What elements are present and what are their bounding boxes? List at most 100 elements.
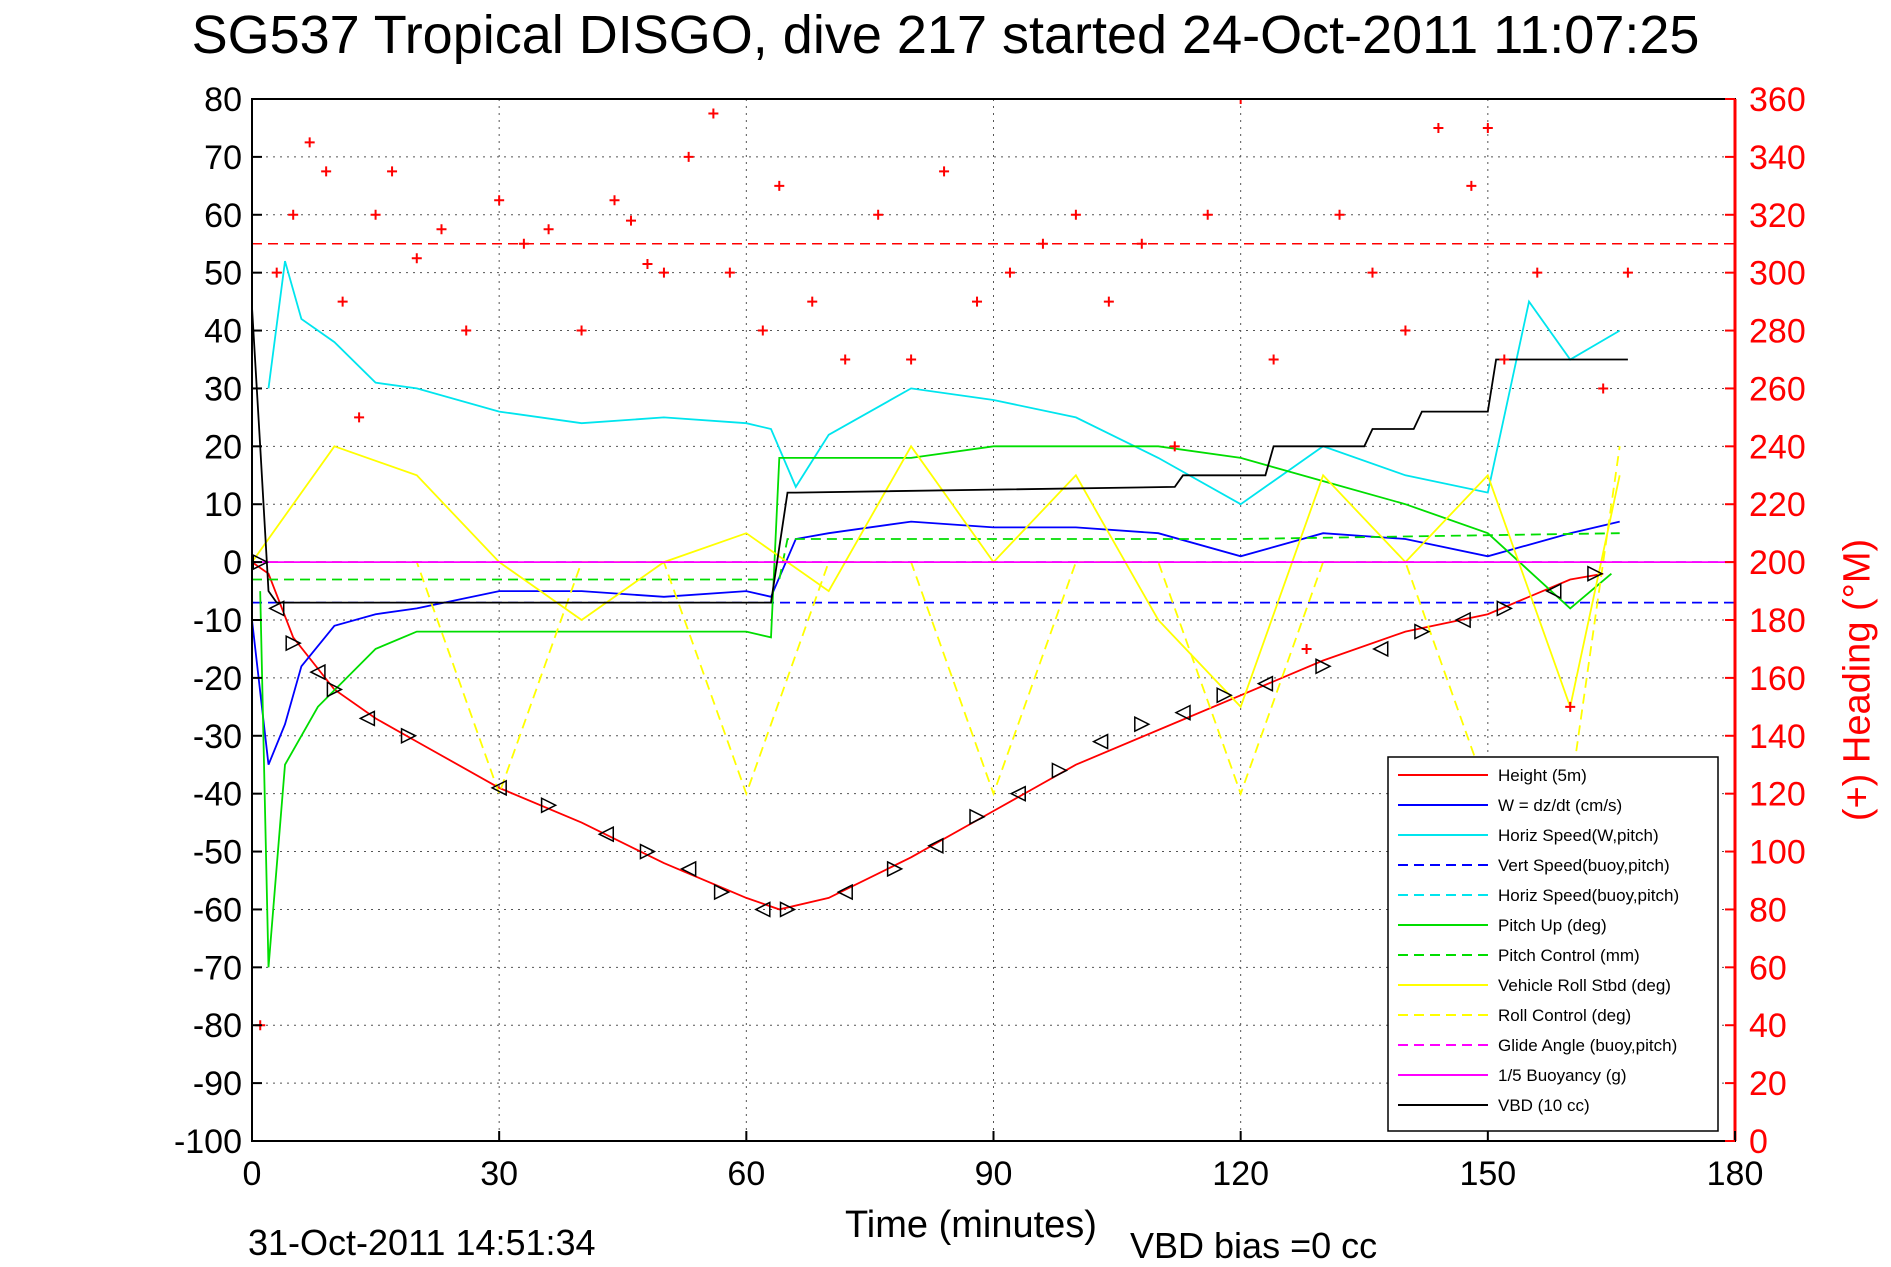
legend-label: VBD (10 cc) [1498,1096,1590,1115]
y-left-tick-label: 60 [204,197,242,235]
triangle-marker [326,681,344,698]
heading-marker [683,151,694,162]
heading-marker [1103,296,1114,307]
triangle-marker [1496,600,1513,617]
series-line-1 [252,520,1620,766]
heading-marker [1301,643,1312,654]
heading-marker [972,296,983,307]
y-right-tick-label: 240 [1749,428,1806,466]
heading-marker [1202,209,1213,220]
legend-label: Horiz Speed(W,pitch) [1498,826,1659,845]
y-right-tick-label: 300 [1749,255,1806,293]
x-tick-label: 150 [1459,1155,1516,1193]
x-axis-label: Time (minutes) [845,1204,1097,1246]
triangle-marker [1256,675,1274,692]
triangle-marker [1091,733,1109,750]
triangle-marker [679,860,697,878]
y-left-tick-label: 70 [204,139,242,177]
heading-marker [1169,441,1180,452]
heading-marker [461,325,472,336]
triangle-marker [540,797,558,814]
y-right-tick-label: 120 [1749,776,1806,814]
heading-marker [321,166,332,177]
y-left-tick-label: -60 [193,891,242,929]
legend-label: Height (5m) [1498,766,1587,785]
heading-marker [1367,267,1378,278]
heading-marker [1004,267,1015,278]
y-left-tick-label: -30 [193,718,242,756]
y-right-tick-label: 60 [1749,949,1787,987]
triangle-marker [969,808,986,826]
heading-marker [1499,354,1510,365]
heading-marker [939,166,950,177]
y-right-tick-label: 20 [1749,1065,1787,1103]
heading-marker [1037,238,1048,249]
triangle-marker [1216,687,1233,704]
triangle-marker [1414,623,1431,640]
heading-marker [1136,238,1147,249]
heading-marker [271,267,282,278]
heading-marker [906,354,917,365]
triangle-marker [927,837,944,854]
legend-label: Horiz Speed(buoy,pitch) [1498,886,1679,905]
heading-marker [807,296,818,307]
triangle-marker [358,710,376,727]
series-line-5 [259,445,1612,968]
legend-label: Roll Control (deg) [1498,1006,1631,1025]
axis-ticks: 0 30 60 90 120 150 18080706050403020100-10-20-… [174,81,1806,1193]
triangle-marker [1134,715,1151,733]
triangle-marker [836,883,853,901]
y-left-tick-label: -50 [193,834,242,872]
heading-marker [873,209,884,220]
heading-marker [1268,354,1279,365]
triangle-marker [1315,658,1332,675]
series-line-8 [252,446,1621,797]
heading-marker [625,215,636,226]
heading-marker [642,258,653,269]
y-left-tick-label: 80 [204,81,242,119]
heading-marker [708,108,719,119]
y-left-tick-label: 20 [204,428,242,466]
series-lines [252,99,1735,1031]
series-line-11 [252,307,1628,604]
heading-marker [411,253,422,264]
triangle-marker [754,901,771,918]
heading-marker [370,209,381,220]
heading-marker [840,354,851,365]
y-left-tick-label: -70 [193,949,242,987]
heading-marker [494,195,505,206]
heading-marker [1433,122,1444,133]
heading-marker [724,267,735,278]
y-right-tick-label: 360 [1749,81,1806,119]
heading-marker [1565,701,1576,712]
legend-label: Glide Angle (buoy,pitch) [1498,1036,1677,1055]
legend-label: Vert Speed(buoy,pitch) [1498,856,1670,875]
y-left-tick-label: -90 [193,1065,242,1103]
heading-marker [354,412,365,423]
triangle-marker [1372,640,1389,658]
y-right-tick-label: 100 [1749,834,1806,872]
footer-timestamp: 31-Oct-2011 14:51:34 [248,1222,596,1263]
y-right-tick-label: 180 [1749,602,1806,640]
heading-marker [337,296,348,307]
heading-marker [1598,383,1609,394]
heading-marker [576,325,587,336]
legend-label: W = dz/dt (cm/s) [1498,796,1622,815]
x-tick-label: 120 [1212,1155,1269,1193]
heading-marker [609,195,620,206]
triangle-marker [400,727,418,744]
legend: Height (5m) W = dz/dt (cm/s) Horiz Speed(W… [1387,756,1719,1132]
heading-marker [1622,267,1633,278]
heading-marker [288,209,299,220]
y-left-tick-label: -10 [193,602,242,640]
triangle-marker [268,600,285,617]
y-right-tick-label: 140 [1749,718,1806,756]
triangle-marker [1587,565,1604,582]
heading-marker [774,180,785,191]
y-right-tick-label: 320 [1749,197,1806,235]
y-right-tick-label: 0 [1749,1123,1768,1161]
series-line-2 [267,260,1621,506]
x-tick-label: 60 [727,1155,765,1193]
y-left-tick-label: 30 [204,370,242,408]
